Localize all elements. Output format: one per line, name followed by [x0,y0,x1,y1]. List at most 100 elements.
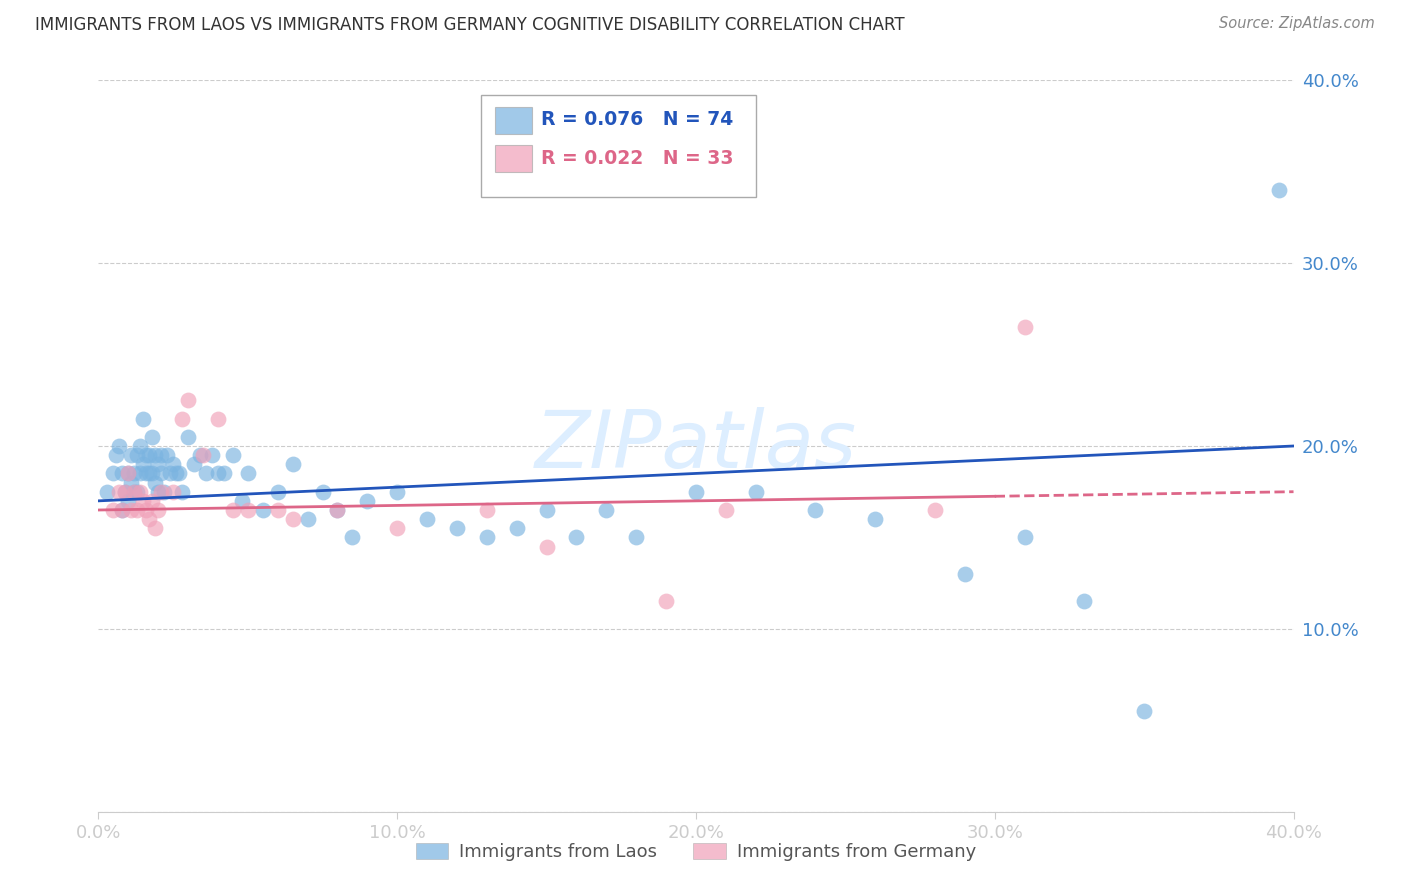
Point [96,484,118,499]
Point [446,521,468,535]
FancyBboxPatch shape [481,95,756,197]
Point [207,411,229,425]
Point [114,484,136,499]
Point [326,503,349,517]
Point [111,503,134,517]
Point [385,521,409,535]
Point [150,467,173,481]
Point [167,467,190,481]
Point [114,484,136,499]
Point [267,484,290,499]
Point [148,503,170,517]
Point [143,475,166,490]
Point [129,439,152,453]
Point [117,467,139,481]
Point [138,512,160,526]
Point [132,411,155,425]
Point [924,503,946,517]
Point [385,484,409,499]
Point [111,503,134,517]
Text: IMMIGRANTS FROM LAOS VS IMMIGRANTS FROM GERMANY COGNITIVE DISABILITY CORRELATION: IMMIGRANTS FROM LAOS VS IMMIGRANTS FROM … [35,16,905,34]
Point [311,484,333,499]
Point [953,567,976,582]
Point [475,530,498,544]
Point [120,475,142,490]
Point [177,393,200,408]
Point [124,484,146,499]
Point [162,484,184,499]
Point [326,503,349,517]
Point [120,503,142,517]
Point [183,458,205,472]
Point [191,448,214,462]
Point [281,458,304,472]
Point [1014,320,1036,334]
Point [714,503,737,517]
Point [231,493,253,508]
Point [105,448,128,462]
Point [655,594,678,608]
Point [745,484,768,499]
Point [143,448,166,462]
Point [236,503,259,517]
Point [103,503,125,517]
Point [342,530,364,544]
Point [207,467,229,481]
Point [143,521,166,535]
Point [103,467,125,481]
Point [475,503,498,517]
Point [148,458,170,472]
Point [156,448,179,462]
Point [108,484,131,499]
Point [595,503,617,517]
Point [127,448,149,462]
Point [127,503,149,517]
Point [150,484,173,499]
Point [416,512,439,526]
Point [129,467,152,481]
Point [120,448,142,462]
Point [236,467,259,481]
Point [195,467,218,481]
Text: R = 0.022   N = 33: R = 0.022 N = 33 [540,149,733,168]
Point [141,493,163,508]
Point [159,467,181,481]
Point [132,493,155,508]
Point [172,411,194,425]
Point [201,448,224,462]
Point [162,458,184,472]
Point [127,484,149,499]
Point [536,540,558,554]
Point [172,484,194,499]
Point [117,467,139,481]
Point [138,448,160,462]
Point [141,430,163,444]
Point [565,530,588,544]
Point [506,521,529,535]
Point [148,484,170,499]
Point [177,430,200,444]
Point [865,512,887,526]
Point [138,467,160,481]
Point [129,484,152,499]
Point [124,467,146,481]
Point [165,467,187,481]
Point [536,503,558,517]
Point [222,448,245,462]
Point [135,503,157,517]
Point [252,503,274,517]
Text: ZIPatlas: ZIPatlas [534,407,858,485]
FancyBboxPatch shape [495,145,533,172]
Point [1073,594,1095,608]
Point [685,484,707,499]
Point [132,458,155,472]
Point [111,467,134,481]
Point [153,484,176,499]
Point [297,512,319,526]
Point [124,484,146,499]
Point [281,512,304,526]
Point [212,467,235,481]
Point [188,448,211,462]
Point [1133,704,1156,718]
Point [150,448,173,462]
